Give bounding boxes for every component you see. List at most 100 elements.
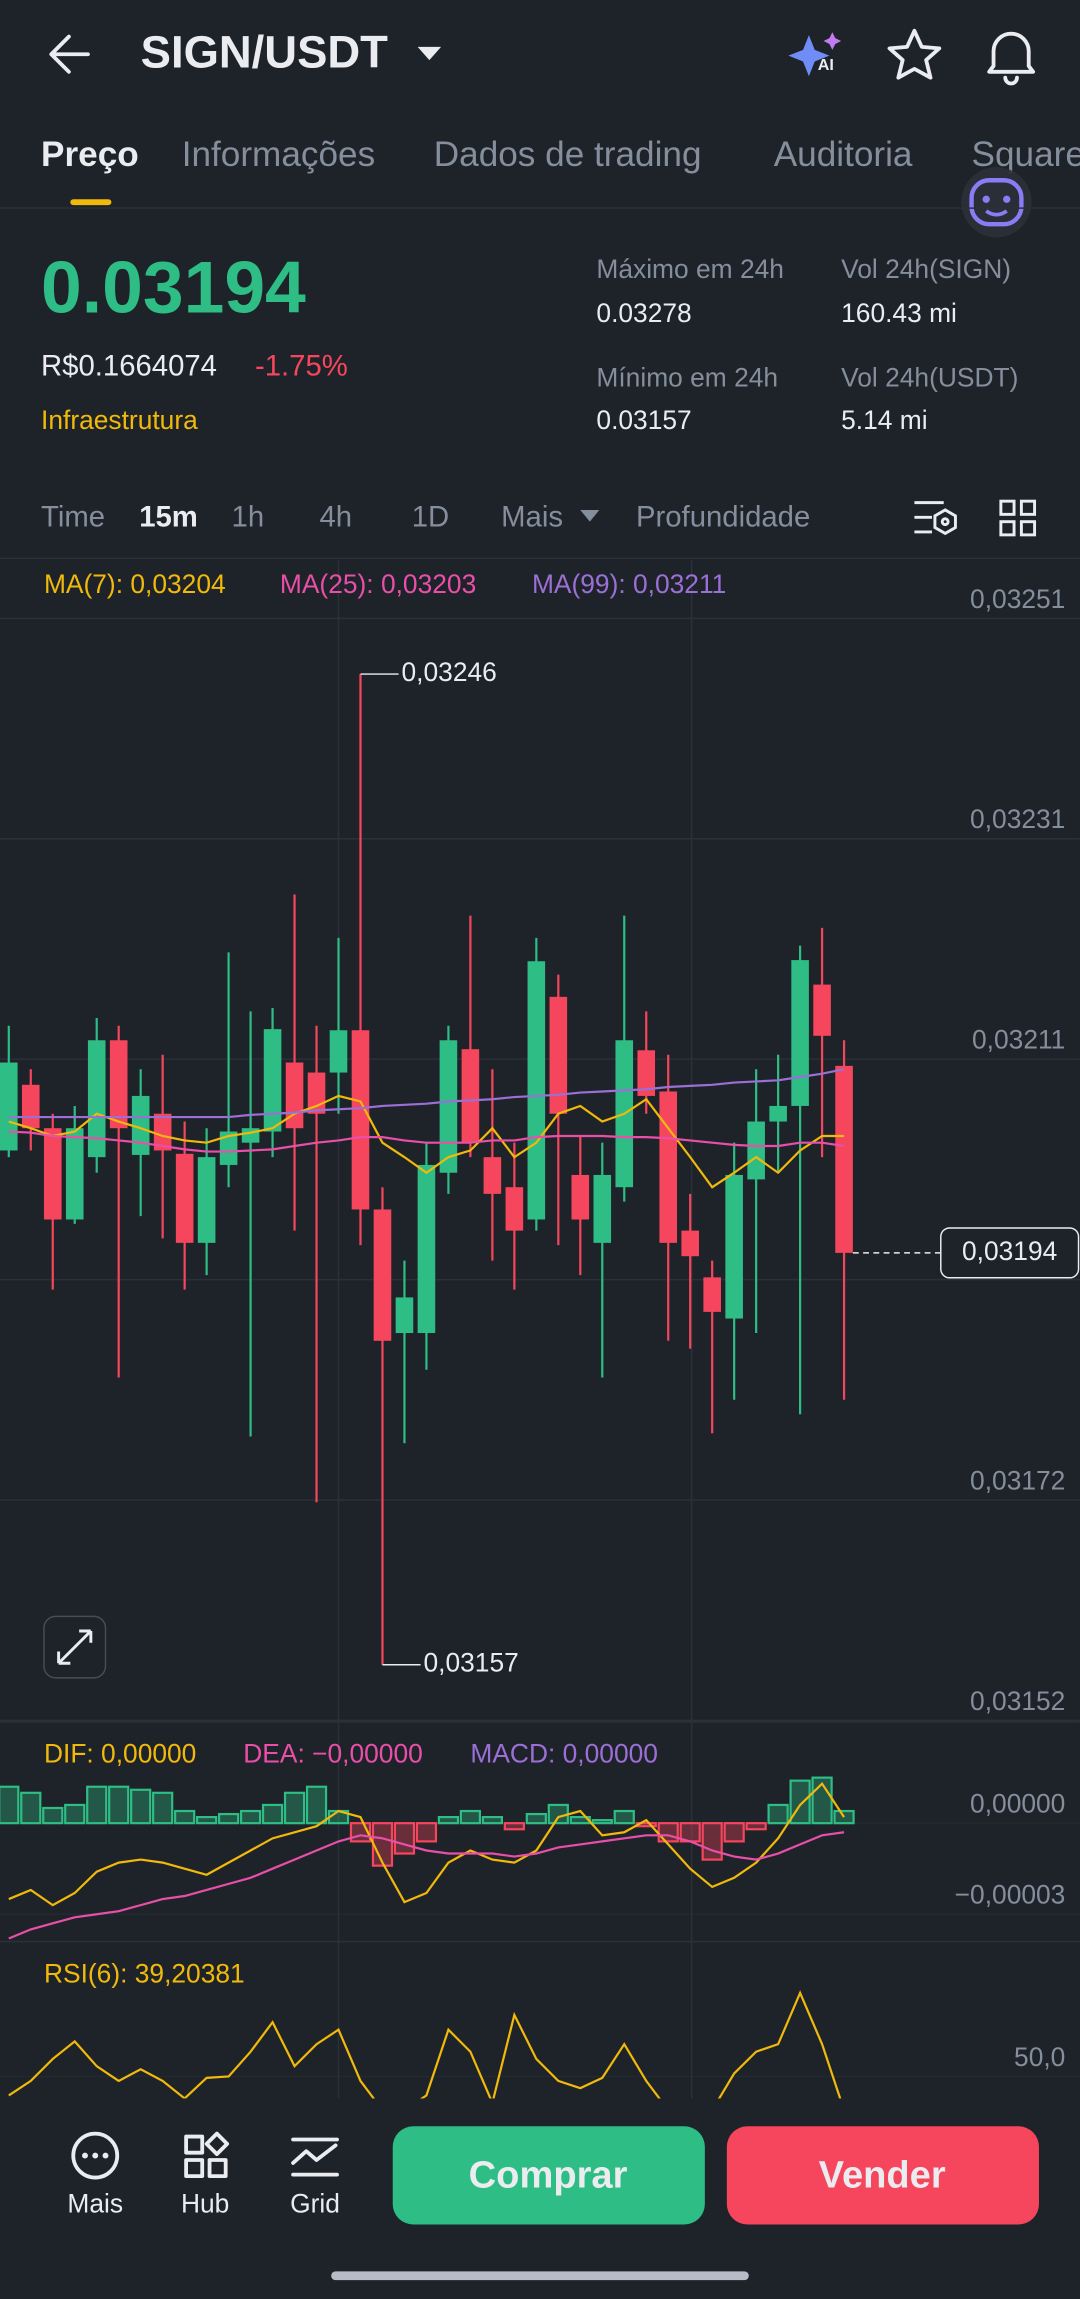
candle-body: [417, 1164, 436, 1334]
notification-button[interactable]: [987, 31, 1036, 86]
more-icon[interactable]: [71, 2131, 120, 2180]
pair-title[interactable]: SIGN/USDT: [141, 27, 388, 78]
candle-body: [659, 1091, 678, 1243]
macd-bar: [833, 1809, 855, 1825]
candle-body: [43, 1128, 62, 1220]
candle-body: [351, 1030, 370, 1210]
sell-button[interactable]: [726, 2126, 1039, 2225]
candle-body: [747, 1121, 765, 1180]
y-tick-label: 0,03152: [970, 1686, 1065, 1716]
nav-label[interactable]: Hub: [181, 2188, 229, 2218]
tab[interactable]: Square: [972, 135, 1080, 174]
home-indicator: [331, 2271, 749, 2281]
macd-bar: [459, 1809, 482, 1825]
macd-bar: [415, 1822, 438, 1843]
stat-label: Vol 24h(USDT): [841, 363, 1018, 393]
macd-bar: [437, 1815, 460, 1825]
interval[interactable]: Mais: [501, 500, 563, 533]
tab[interactable]: Preço: [41, 135, 139, 174]
candle-body: [21, 1084, 40, 1129]
candle-body: [835, 1065, 853, 1253]
interval[interactable]: 4h: [319, 500, 352, 533]
macd-bar: [0, 1785, 20, 1825]
candle-body: [461, 1049, 480, 1143]
stat-label: Vol 24h(SIGN): [841, 254, 1011, 284]
y-tick-label: 0,03211: [972, 1025, 1065, 1055]
stat-label: Máximo em 24h: [596, 254, 784, 284]
assistant-button[interactable]: [961, 167, 1032, 238]
interval[interactable]: Profundidade: [636, 500, 810, 533]
tab[interactable]: Dados de trading: [434, 135, 702, 174]
macd-bar: [503, 1822, 525, 1831]
candle-body: [637, 1050, 656, 1096]
macd-bar: [283, 1791, 306, 1825]
candle-body: [527, 961, 546, 1220]
buy-label[interactable]: Comprar: [469, 2155, 628, 2197]
candle-body: [153, 1113, 172, 1151]
candle-body: [175, 1153, 194, 1243]
nav-label[interactable]: Grid: [290, 2188, 340, 2218]
y-tick-label: 50,0: [1014, 2042, 1065, 2072]
stat-label: Mínimo em 24h: [596, 363, 778, 393]
macd-bar: [130, 1788, 152, 1825]
macd-bar: [108, 1785, 130, 1825]
interval[interactable]: 15m: [139, 500, 198, 533]
grid-icon[interactable]: [291, 2137, 339, 2177]
interval[interactable]: 1D: [412, 500, 449, 533]
last-price-label: 0,03194: [962, 1236, 1057, 1266]
ai-button[interactable]: AI: [788, 32, 842, 77]
hub-icon[interactable]: [184, 2131, 230, 2179]
layout-button[interactable]: [999, 499, 1037, 537]
candle-body: [109, 1040, 128, 1129]
candle-body: [769, 1105, 787, 1122]
candle-body: [87, 1040, 106, 1158]
tab[interactable]: Auditoria: [774, 135, 913, 174]
candle-body: [263, 1029, 282, 1132]
candle-body: [197, 1157, 216, 1243]
macd-bar: [20, 1791, 42, 1825]
favorite-button[interactable]: [887, 28, 942, 80]
macd-bar: [371, 1822, 394, 1867]
pair-dropdown[interactable]: [417, 46, 442, 61]
candle-body: [505, 1187, 524, 1231]
back-button[interactable]: [49, 34, 90, 74]
candle-body: [373, 1209, 392, 1341]
interval[interactable]: Time: [41, 500, 105, 533]
candle-body: [703, 1277, 721, 1312]
ma-line: [8, 1068, 845, 1119]
macd-bar: [305, 1785, 328, 1825]
legend-label: MA(7): 0,03204: [44, 569, 226, 599]
last-price-box: [940, 1227, 1080, 1279]
rsi-panel: [0, 1990, 1080, 2099]
macd-bar: [239, 1809, 262, 1825]
buy-button[interactable]: [392, 2126, 705, 2225]
nav-label[interactable]: Mais: [67, 2188, 123, 2218]
category-tag[interactable]: Infraestrutura: [41, 405, 198, 435]
macd-bar: [174, 1809, 196, 1825]
annotation-label: 0,03157: [424, 1648, 519, 1678]
macd-bar: [723, 1822, 745, 1843]
candle-body: [483, 1157, 502, 1194]
sell-label[interactable]: Vender: [819, 2155, 946, 2197]
plot-area: 0,032510,032310,032110,031920,031720,031…: [0, 569, 1080, 2072]
dif-line: [8, 1781, 845, 1907]
interval-dropdown[interactable]: [580, 509, 600, 522]
ma-line: [8, 1130, 845, 1153]
expand-button[interactable]: [43, 1615, 107, 1679]
rsi-line: [8, 1990, 842, 2099]
stat-value: 5.14 mi: [841, 405, 927, 435]
interval[interactable]: 1h: [232, 500, 265, 533]
macd-bar: [481, 1815, 503, 1825]
legend-label: DEA: −0,00000: [243, 1739, 423, 1769]
candle-body: [395, 1297, 414, 1334]
candle-body: [0, 1062, 18, 1151]
y-tick-label: 0,03231: [970, 804, 1065, 834]
candle-body: [791, 960, 809, 1106]
tab[interactable]: Informações: [182, 135, 375, 174]
candle-body: [131, 1095, 150, 1155]
candle-body: [813, 984, 831, 1036]
fiat-price: R$0.1664074: [41, 350, 217, 383]
indicator-settings[interactable]: [914, 501, 957, 536]
macd-bar: [261, 1803, 284, 1825]
